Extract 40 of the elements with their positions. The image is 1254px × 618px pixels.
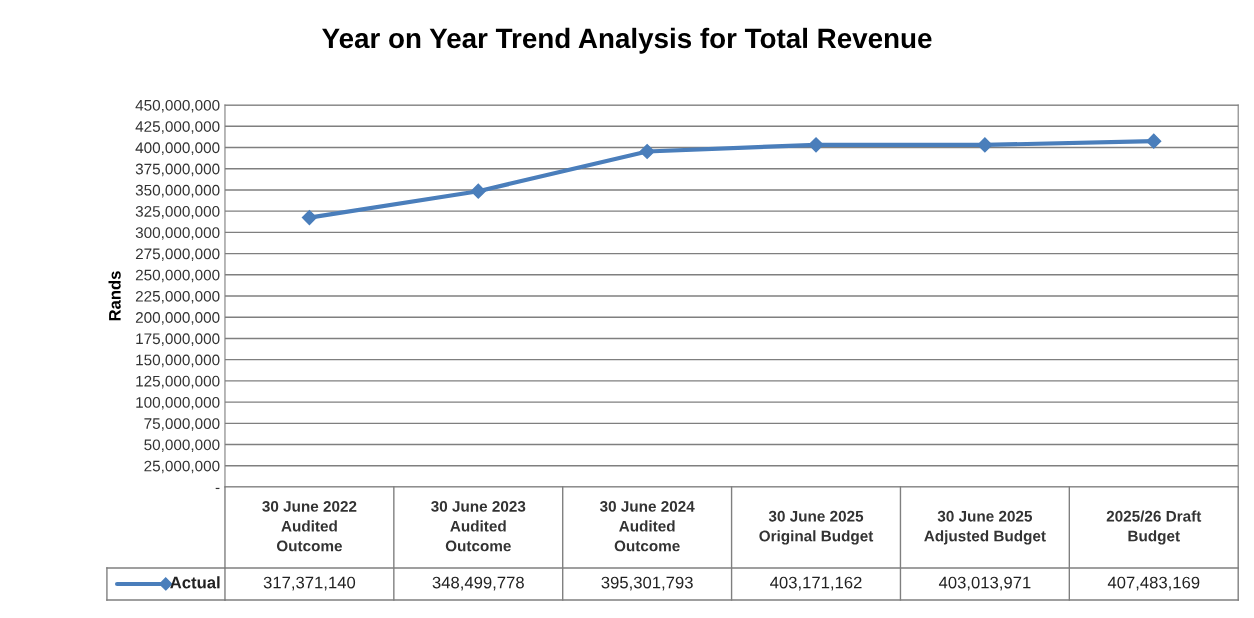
point (1146, 133, 1162, 149)
x-tick-label: 30 June 2025 Original Budget (759, 510, 874, 545)
data-label: 348,499,778 (432, 576, 524, 591)
y-tick-label: 125,000,000 (136, 375, 220, 389)
y-tick-label: 325,000,000 (135, 206, 220, 219)
y-tick-label: - (215, 487, 220, 490)
y-tick-label: 175,000,000 (136, 333, 220, 346)
y-tick-label: 400,000,000 (135, 142, 220, 155)
x-tick-label: 30 June 2022 Audited Outcome (262, 500, 357, 552)
y-tick-label: 150,000,000 (136, 354, 220, 368)
y-tick-label: 100,000,000 (136, 396, 220, 410)
x-tick-label: 2025/26 Draft Budget (1106, 510, 1202, 545)
y-tick-label: 350,000,000 (135, 184, 220, 198)
point (639, 143, 655, 160)
point (808, 137, 824, 153)
x-tick-label: 30 June 2025 Adjusted Budget (924, 510, 1046, 545)
data-label: 317,371,140 (263, 576, 356, 591)
y-tick-label: 75,000,000 (144, 418, 220, 431)
data-label: 407,483,169 (1107, 576, 1200, 591)
y-tick-label: 25,000,000 (144, 460, 220, 474)
y-tick-label: 200,000,000 (135, 312, 220, 325)
data-label: 403,013,971 (938, 576, 1031, 591)
x-tick-label: 30 June 2023 Audited Outcome (431, 500, 526, 552)
y-tick-label: 450,000,000 (135, 99, 220, 113)
point (301, 210, 317, 226)
point (470, 183, 486, 199)
data-label: 403,171,162 (770, 576, 862, 591)
y-tick-label: 250,000,000 (135, 269, 220, 283)
data-label: 395,301,793 (601, 576, 693, 591)
y-tick-label: 425,000,000 (135, 121, 220, 134)
chart-title: Year on Year Trend Analysis for Total Revenue (322, 27, 932, 54)
y-tick-label: 50,000,000 (144, 439, 220, 453)
point (977, 137, 993, 153)
y-tick-label: 375,000,000 (135, 163, 220, 177)
y-tick-label: 275,000,000 (135, 248, 220, 262)
y-tick-label: 300,000,000 (135, 227, 220, 240)
x-tick-label: 30 June 2024 Audited Outcome (599, 500, 695, 552)
legend-label: Actual (170, 576, 220, 589)
y-tick-label: 225,000,000 (135, 290, 220, 304)
y-axis-title: Rands (108, 271, 121, 321)
